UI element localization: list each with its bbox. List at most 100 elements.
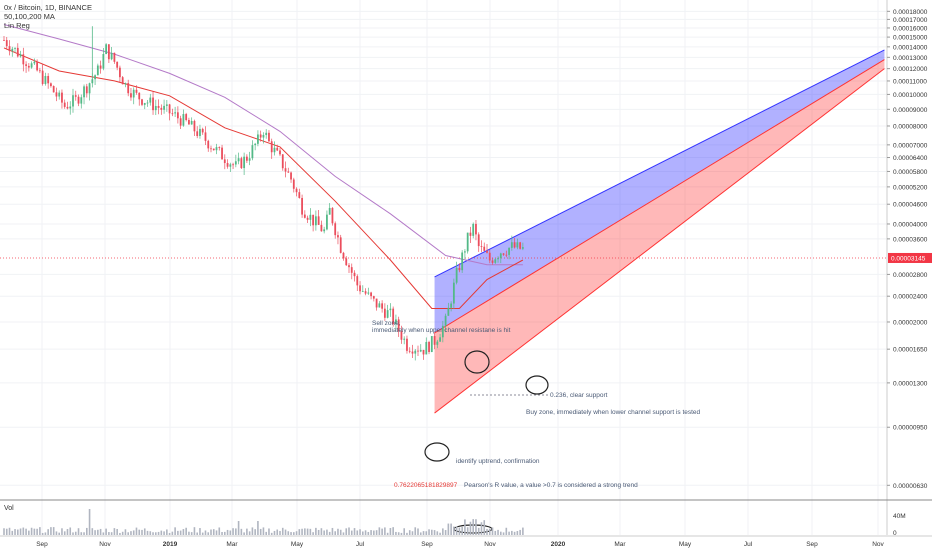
- candle-body: [386, 310, 389, 318]
- candle-body: [328, 207, 331, 215]
- candle-body: [505, 254, 508, 256]
- time-tick-label: Nov: [872, 541, 884, 548]
- candle-body: [359, 285, 361, 292]
- candle-body: [38, 70, 41, 72]
- volume-bar: [22, 527, 25, 535]
- candle-body: [116, 61, 119, 68]
- candle-body: [251, 145, 254, 159]
- candle-body: [16, 47, 19, 57]
- price-tag-bg: [888, 252, 932, 263]
- price-tick-label: 0.00012000: [893, 66, 928, 73]
- volume-bar: [215, 530, 218, 535]
- volume-bar: [395, 531, 397, 535]
- candle-body: [72, 95, 74, 107]
- volume-bar: [210, 529, 212, 535]
- price-tick-label: 0.00000630: [893, 483, 928, 490]
- volume-bar: [411, 531, 414, 535]
- volume-bar: [488, 528, 491, 535]
- volume-bar: [160, 530, 163, 535]
- linreg-legend: Lin Reg: [4, 21, 30, 30]
- candle-body: [179, 118, 182, 126]
- volume-bar: [224, 531, 226, 535]
- volume-bar: [8, 527, 11, 535]
- candle-body: [483, 246, 486, 251]
- candle-body: [204, 132, 207, 141]
- sell-zone-label: Sell zone,: [372, 320, 401, 327]
- price-tick-label: 0.00014000: [893, 44, 928, 51]
- volume-bar: [464, 519, 466, 535]
- volume-bar: [11, 530, 14, 535]
- volume-bar: [237, 521, 240, 535]
- volume-bar: [63, 531, 66, 535]
- volume-bar: [339, 529, 342, 535]
- candle-body: [499, 253, 502, 259]
- volume-bar: [444, 530, 447, 535]
- candle-body: [157, 106, 160, 108]
- volume-bar: [400, 532, 403, 535]
- price-tick-label: 0.00001650: [893, 347, 928, 354]
- candle-body: [196, 131, 199, 136]
- regression-midline: [434, 59, 885, 334]
- candle-body: [55, 92, 58, 97]
- candle-body: [3, 39, 5, 41]
- candle-body: [276, 147, 279, 151]
- volume-bar: [433, 530, 436, 535]
- candle-body: [243, 156, 246, 169]
- volume-bar: [375, 530, 378, 535]
- candle-body: [27, 65, 30, 68]
- volume-bar: [455, 526, 458, 535]
- volume-bar: [36, 528, 38, 535]
- volume-bar: [497, 529, 499, 535]
- time-tick-label: Mar: [614, 541, 626, 548]
- candle-body: [171, 113, 174, 115]
- candle-body: [44, 75, 47, 84]
- candle-body: [215, 147, 218, 151]
- volume-bar: [221, 531, 223, 535]
- candle-body: [25, 64, 27, 66]
- volume-bar: [419, 532, 422, 535]
- volume-bar: [207, 532, 210, 535]
- candle-body: [361, 291, 364, 293]
- candle-body: [221, 147, 223, 160]
- volume-bar: [500, 531, 502, 535]
- volume-bar: [403, 528, 405, 535]
- volume-bar: [168, 532, 171, 535]
- volume-bar: [378, 527, 381, 535]
- volume-bar: [119, 532, 121, 535]
- candle-body: [33, 61, 36, 64]
- volume-bar: [353, 528, 356, 535]
- volume-bar: [88, 509, 91, 535]
- candle-body: [350, 267, 353, 273]
- volume-bar: [309, 528, 312, 535]
- volume-bar: [116, 528, 118, 535]
- volume-bar: [196, 532, 198, 535]
- volume-bar: [279, 530, 281, 535]
- volume-bar: [229, 530, 232, 535]
- candle-body: [406, 338, 408, 351]
- candle-body: [50, 83, 52, 87]
- volume-bar: [185, 527, 187, 535]
- candle-body: [30, 63, 33, 68]
- sell-zone-circle: [464, 350, 490, 374]
- candle-body: [295, 188, 298, 193]
- volume-bar: [483, 520, 486, 535]
- volume-bar: [138, 529, 141, 535]
- candle-body: [367, 292, 370, 294]
- volume-bar: [414, 527, 417, 535]
- volume-bar: [83, 532, 85, 535]
- volume-bar: [408, 530, 411, 535]
- candle-body: [58, 92, 61, 97]
- volume-bar: [143, 528, 146, 535]
- candle-body: [450, 303, 453, 308]
- candle-body: [469, 232, 472, 236]
- volume-bar: [14, 529, 16, 535]
- time-tick-label: Nov: [484, 541, 496, 548]
- volume-bar: [477, 527, 480, 535]
- candle-body: [287, 171, 290, 173]
- volume-bar: [475, 519, 477, 535]
- price-tick-label: 0.00016000: [893, 25, 928, 32]
- candle-body: [306, 217, 309, 220]
- candle-body: [375, 298, 378, 308]
- candle-body: [36, 61, 39, 71]
